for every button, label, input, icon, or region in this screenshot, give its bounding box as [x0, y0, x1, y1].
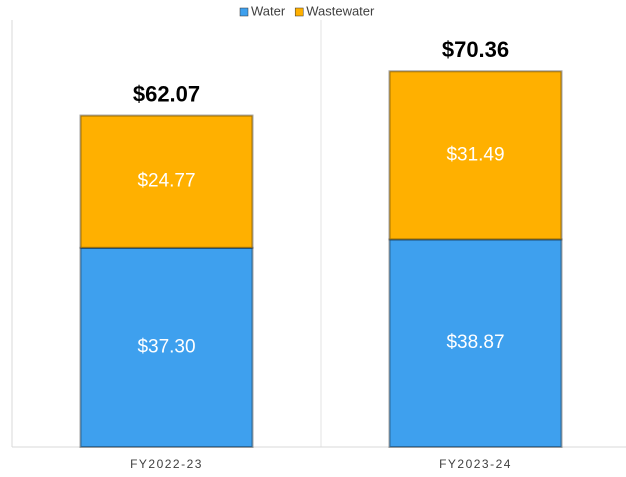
legend-swatch [239, 7, 249, 17]
legend-label: Water [251, 3, 286, 18]
x-tick-label: FY2023-24 [439, 457, 512, 471]
total-label: $62.07 [133, 81, 200, 106]
bar-segment [79, 246, 254, 448]
legend-label: Wastewater [306, 3, 375, 18]
total-label: $70.36 [442, 37, 509, 62]
bar-segment [79, 114, 254, 249]
value-label: $24.77 [137, 171, 195, 192]
bar-segment [388, 70, 563, 241]
value-label: $37.30 [137, 336, 195, 357]
legend-swatch [294, 7, 304, 17]
x-tick-label: FY2022-23 [130, 457, 203, 471]
value-label: $38.87 [446, 332, 504, 353]
bar-segment [388, 238, 563, 448]
value-label: $31.49 [446, 144, 504, 165]
